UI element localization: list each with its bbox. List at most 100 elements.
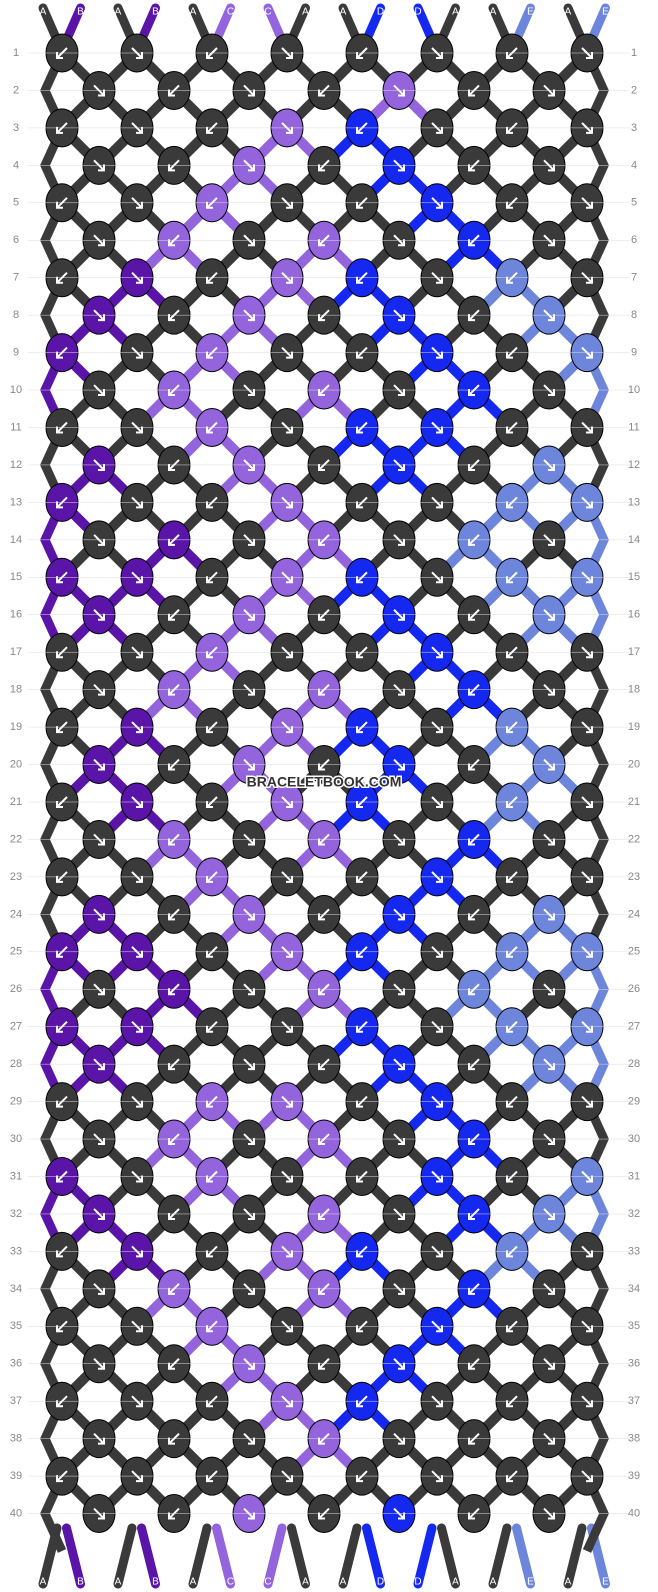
row-number: 2 [631, 84, 637, 96]
bottom-label: E [527, 1577, 534, 1588]
row-number: 21 [628, 796, 640, 808]
row-number: 7 [13, 272, 19, 284]
row-number: 15 [628, 571, 640, 583]
strand [263, 3, 287, 45]
top-label: C [264, 7, 271, 18]
strand [212, 3, 235, 45]
row-number: 30 [10, 1133, 22, 1145]
row-number: 40 [10, 1507, 22, 1519]
row-number: 27 [628, 1021, 640, 1033]
row-number: 1 [631, 47, 637, 59]
row-number: 12 [628, 459, 640, 471]
row-number: 20 [10, 758, 22, 770]
strand [188, 1523, 212, 1589]
row-number: 1 [13, 47, 19, 59]
row-number: 26 [10, 983, 22, 995]
row-number: 31 [10, 1170, 22, 1182]
strand [437, 1523, 460, 1589]
row-number: 14 [10, 534, 22, 546]
bottom-label: B [77, 1577, 84, 1588]
strand [62, 1523, 85, 1589]
row-number: 21 [10, 796, 22, 808]
strand [287, 3, 310, 45]
bottom-label: A [490, 1577, 497, 1588]
row-number: 9 [631, 347, 637, 359]
row-number: 38 [628, 1433, 640, 1445]
row-number: 28 [628, 1058, 640, 1070]
strand [413, 1523, 437, 1589]
strand [188, 3, 212, 45]
strand [563, 1523, 587, 1589]
strand [38, 3, 62, 45]
bottom-label: C [227, 1577, 234, 1588]
row-number: 40 [628, 1507, 640, 1519]
row-number: 35 [10, 1320, 22, 1332]
row-number: 3 [13, 122, 19, 134]
row-number: 11 [10, 421, 21, 433]
row-number: 22 [10, 833, 22, 845]
strand [437, 3, 460, 45]
row-number: 34 [10, 1283, 22, 1295]
top-label: D [377, 7, 384, 18]
strand [287, 1523, 310, 1589]
row-number: 25 [10, 946, 22, 958]
strand [413, 3, 437, 45]
strand [587, 3, 610, 45]
top-label: E [602, 7, 609, 18]
bottom-label: D [414, 1577, 421, 1588]
row-number: 6 [13, 234, 19, 246]
bottom-label: E [602, 1577, 609, 1588]
strand [512, 1523, 535, 1589]
top-label: A [190, 7, 197, 18]
bottom-label: B [152, 1577, 159, 1588]
row-number: 22 [628, 833, 640, 845]
row-number: 17 [628, 646, 640, 658]
row-number: 36 [10, 1358, 22, 1370]
top-label: A [40, 7, 47, 18]
bottom-label: D [377, 1577, 384, 1588]
row-number: 8 [631, 309, 637, 321]
row-number: 24 [628, 908, 640, 920]
row-number: 12 [10, 459, 22, 471]
row-number: 6 [631, 234, 637, 246]
bottom-label: A [340, 1577, 347, 1588]
top-label: A [565, 7, 572, 18]
strand [488, 3, 512, 45]
bottom-label: A [40, 1577, 47, 1588]
top-label: B [152, 7, 159, 18]
row-number: 13 [628, 496, 640, 508]
row-number: 29 [628, 1096, 640, 1108]
row-number: 16 [628, 609, 640, 621]
watermark: BRACELETBOOK.COM [247, 774, 402, 790]
row-number: 11 [628, 421, 639, 433]
row-number: 35 [628, 1320, 640, 1332]
row-number: 26 [628, 983, 640, 995]
row-number: 18 [628, 684, 640, 696]
top-label: A [115, 7, 122, 18]
row-number: 24 [10, 908, 22, 920]
strand [362, 1523, 385, 1589]
bottom-label: C [264, 1577, 271, 1588]
row-number: 28 [10, 1058, 22, 1070]
strand [563, 3, 587, 45]
top-label: A [340, 7, 347, 18]
top-label: E [527, 7, 534, 18]
row-number: 32 [628, 1208, 640, 1220]
row-number: 30 [628, 1133, 640, 1145]
row-number: 16 [10, 609, 22, 621]
top-label: A [302, 7, 309, 18]
strand [137, 3, 160, 45]
strand [488, 1523, 512, 1589]
row-number: 27 [10, 1021, 22, 1033]
row-number: 8 [13, 309, 19, 321]
row-number: 18 [10, 684, 22, 696]
row-number: 10 [10, 384, 22, 396]
strand [362, 3, 385, 45]
row-number: 14 [628, 534, 640, 546]
strand [137, 1523, 160, 1589]
row-number: 13 [10, 496, 22, 508]
row-number: 29 [10, 1096, 22, 1108]
top-label: B [77, 7, 84, 18]
